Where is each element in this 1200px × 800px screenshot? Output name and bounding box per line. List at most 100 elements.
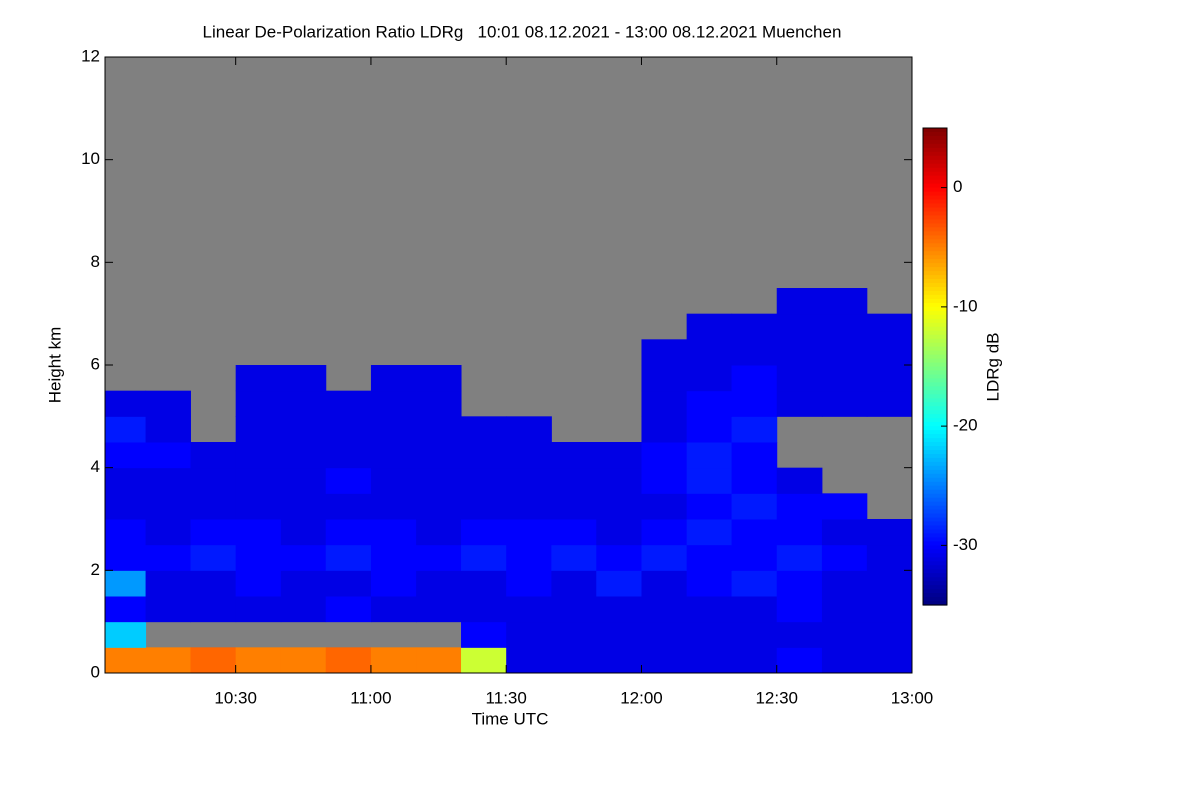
heatmap-cell	[416, 493, 462, 520]
colorbar-swatch	[923, 306, 947, 312]
colorbar-swatch	[923, 430, 947, 435]
heatmap-cell	[731, 365, 778, 392]
heatmap-cell	[866, 313, 913, 340]
heatmap-cell	[461, 621, 507, 648]
colorbar-swatch	[923, 489, 947, 495]
heatmap-cell	[190, 519, 237, 546]
colorbar-swatch	[923, 561, 947, 566]
heatmap-cell	[821, 544, 868, 571]
heatmap-cell	[506, 647, 552, 674]
heatmap-cell	[686, 416, 733, 443]
colorbar-swatch	[923, 342, 947, 348]
colorbar-swatch	[923, 251, 947, 256]
colorbar-swatch	[923, 434, 947, 439]
colorbar-swatch	[923, 390, 947, 395]
colorbar-swatch	[923, 330, 947, 336]
colorbar-swatch	[923, 171, 947, 177]
heatmap-cell	[731, 390, 778, 417]
colorbar-swatch	[923, 497, 947, 503]
heatmap-cell	[325, 416, 372, 443]
colorbar-swatch	[923, 139, 947, 145]
heatmap-cell	[686, 339, 733, 366]
y-tick-label: 12	[81, 46, 100, 65]
colorbar-swatch	[923, 533, 947, 539]
colorbar-swatch	[923, 135, 947, 141]
heatmap-cell	[370, 647, 417, 674]
x-tick-label: 11:00	[350, 688, 391, 707]
colorbar-swatch	[923, 410, 947, 415]
colorbar-swatch	[923, 227, 947, 232]
colorbar-swatch	[923, 469, 947, 475]
colorbar-swatch	[923, 589, 947, 594]
colorbar-swatch	[923, 159, 947, 165]
heatmap-cell	[105, 647, 147, 674]
colorbar-swatch	[923, 402, 947, 407]
colorbar-swatch	[923, 394, 947, 399]
x-tick-label: 13:00	[891, 688, 934, 707]
heatmap-cell	[461, 596, 507, 623]
heatmap-cell	[506, 570, 552, 597]
heatmap-cell	[551, 467, 597, 494]
heatmap-cell	[596, 647, 642, 674]
colorbar-swatch	[923, 509, 947, 515]
heatmap-cell	[105, 621, 147, 648]
heatmap-cell	[641, 365, 688, 392]
x-tick-label: 10:30	[214, 688, 257, 707]
heatmap-cell	[235, 390, 282, 417]
heatmap-cell	[325, 570, 372, 597]
heatmap-cell	[686, 621, 733, 648]
colorbar-swatch	[923, 461, 947, 467]
heatmap-cell	[641, 570, 688, 597]
colorbar-swatch	[923, 290, 947, 296]
colorbar-swatch	[923, 442, 947, 447]
heatmap-cell	[105, 390, 147, 417]
colorbar-swatch	[923, 422, 947, 427]
colorbar-swatch	[923, 521, 947, 527]
heatmap-cell	[416, 519, 462, 546]
heatmap-cell	[416, 390, 462, 417]
y-tick-label: 0	[91, 662, 100, 681]
heatmap-cell	[776, 544, 823, 571]
heatmap-cell	[866, 570, 913, 597]
heatmap-cell	[866, 596, 913, 623]
colorbar-swatch	[923, 199, 947, 205]
y-tick-label: 4	[91, 457, 100, 476]
colorbar-swatch	[923, 267, 947, 272]
heatmap-cell	[416, 467, 462, 494]
heatmap-cell	[596, 570, 642, 597]
heatmap-cell	[686, 365, 733, 392]
colorbar-swatch	[923, 128, 947, 133]
heatmap-cell	[461, 647, 507, 674]
heatmap-cell	[596, 442, 642, 469]
heatmap-cell	[235, 365, 282, 392]
colorbar-swatch	[923, 151, 947, 157]
colorbar-swatch	[923, 338, 947, 344]
heatmap-cell	[551, 647, 597, 674]
heatmap-cell	[776, 288, 823, 315]
heatmap-cell	[145, 442, 191, 469]
colorbar-swatch	[923, 593, 947, 598]
heatmap-cell	[416, 365, 462, 392]
colorbar-swatch	[923, 223, 947, 228]
heatmap-cell	[461, 570, 507, 597]
heatmap-cell	[506, 416, 552, 443]
heatmap-cell	[280, 442, 327, 469]
heatmap-cell	[190, 467, 237, 494]
heatmap-cell	[416, 442, 462, 469]
heatmap-cell	[866, 365, 913, 392]
heatmap-cell	[280, 596, 327, 623]
heatmap-cell	[866, 647, 913, 674]
heatmap-cell	[821, 390, 868, 417]
heatmap-cell	[235, 570, 282, 597]
heatmap-cell	[731, 519, 778, 546]
heatmap-cell	[145, 390, 191, 417]
heatmap-cell	[731, 596, 778, 623]
heatmap-cell	[686, 647, 733, 674]
heatmap-cell	[190, 647, 237, 674]
colorbar-tick-label: -10	[953, 296, 978, 315]
colorbar-swatch	[923, 477, 947, 483]
heatmap-cell	[866, 519, 913, 546]
heatmap-cell	[325, 493, 372, 520]
heatmap-cell	[596, 519, 642, 546]
heatmap-cell	[686, 596, 733, 623]
